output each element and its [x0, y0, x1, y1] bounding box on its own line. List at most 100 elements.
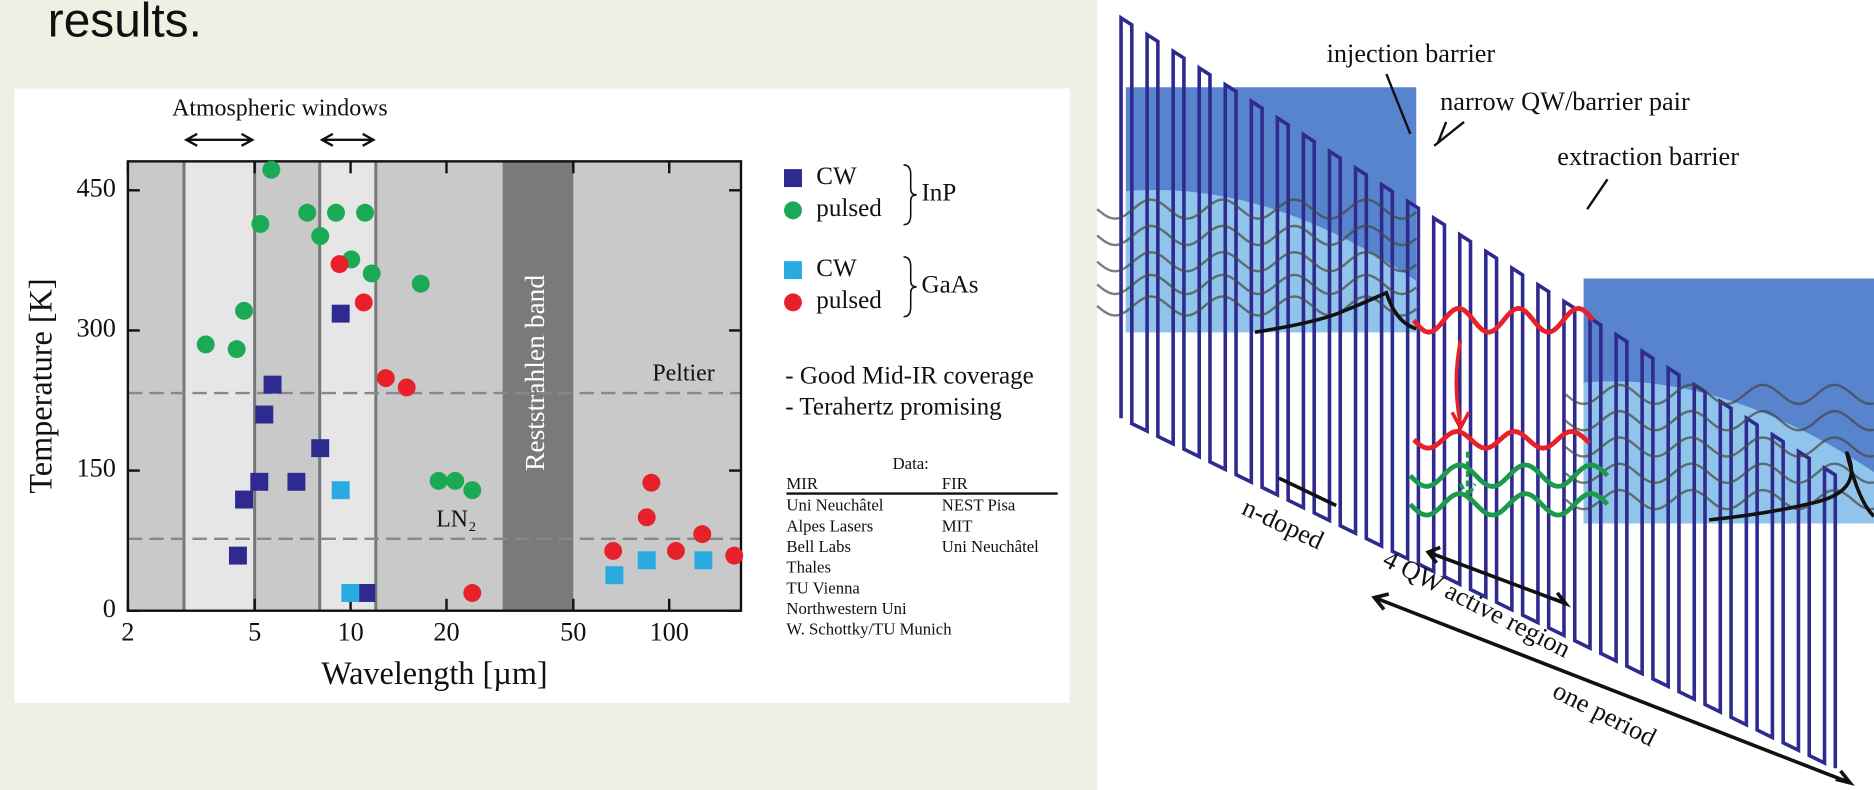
legend-group: GaAs	[921, 272, 978, 299]
miniband-light	[1583, 381, 1874, 524]
point	[330, 255, 349, 274]
diagram-label: narrow QW/barrier pair	[1440, 87, 1690, 116]
point	[251, 214, 270, 233]
point	[397, 378, 416, 397]
point	[255, 405, 274, 424]
period-arrow	[1371, 592, 1855, 786]
legend-brace	[903, 164, 917, 226]
window-arrow	[319, 132, 376, 147]
table-cell: Thales	[786, 558, 831, 577]
legend-group: InP	[921, 180, 956, 207]
point	[694, 551, 713, 570]
wavefunction	[1564, 462, 1874, 485]
x-axis-label: Wavelength [µm]	[321, 655, 547, 691]
wavefunction	[1564, 436, 1874, 458]
y-axis-label: Temperature [K]	[23, 278, 59, 493]
legend-label: CW	[816, 163, 857, 190]
point	[287, 472, 306, 491]
note: - Good Mid-IR coverage	[785, 362, 1034, 389]
point	[356, 203, 374, 222]
diagram: injection barrier narrow QW/barrier pair e…	[1096, 14, 1874, 786]
wavefunction	[1564, 409, 1874, 432]
n-doped-bar	[1278, 476, 1337, 508]
wavefunction	[1096, 198, 1417, 220]
point	[327, 203, 345, 222]
reference-label: LN₂	[436, 506, 476, 532]
table-cell: TU Vienna	[786, 578, 860, 597]
table-cell: W. Schottky/TU Munich	[786, 620, 952, 639]
window-arrow	[183, 132, 255, 147]
point	[446, 471, 465, 490]
point	[605, 566, 624, 585]
y-tick-label: 0	[103, 594, 116, 623]
x-tick-label: 20	[433, 618, 459, 647]
point	[637, 508, 656, 527]
wavefunction	[1096, 295, 1417, 317]
point	[463, 481, 482, 500]
chart: Atmospheric windows Reststrahlen band LN₂ P…	[23, 95, 1058, 691]
point	[227, 340, 246, 359]
transition-arrow	[1450, 340, 1471, 432]
table-cell: Alpes Lasers	[786, 516, 873, 535]
plot-frame	[126, 160, 743, 612]
reststrahlen-band	[502, 161, 574, 611]
green-state	[1408, 491, 1610, 518]
x-tick-label: 10	[337, 618, 363, 647]
wavefunction	[1564, 488, 1874, 511]
point	[463, 584, 482, 602]
wavefunction	[1096, 273, 1417, 296]
point	[354, 293, 373, 312]
green-state	[1408, 462, 1610, 489]
lower-state	[1412, 429, 1592, 451]
point	[357, 584, 376, 602]
point	[693, 525, 712, 544]
point	[262, 160, 281, 179]
conduction-band	[1119, 14, 1838, 769]
y-tick-label: 150	[77, 454, 116, 483]
wavefunction	[1708, 451, 1874, 522]
point	[331, 304, 350, 323]
table-cell: Bell Labs	[786, 537, 851, 556]
point	[311, 227, 330, 246]
point	[376, 369, 395, 388]
wavefunction	[1096, 250, 1417, 273]
table-cell: NEST Pisa	[942, 496, 1016, 515]
wavefunction	[1096, 224, 1417, 247]
window-band	[183, 161, 255, 611]
point	[228, 546, 247, 565]
note: - Terahertz promising	[785, 394, 1002, 421]
upper-state	[1412, 305, 1595, 335]
point	[642, 473, 661, 492]
point	[311, 439, 330, 458]
diagram-label: injection barrier	[1327, 39, 1496, 68]
legend-marker	[784, 201, 802, 220]
point	[196, 335, 215, 354]
point	[637, 551, 656, 570]
windows-label: Atmospheric windows	[172, 95, 388, 121]
relax-arrow	[1458, 451, 1477, 501]
legend-marker	[784, 293, 802, 312]
legend-label: CW	[816, 255, 857, 282]
table-cell: Uni Neuchâtel	[942, 537, 1039, 556]
point	[604, 541, 623, 560]
table-cell: MIT	[942, 516, 973, 535]
x-tick-label: 5	[248, 618, 261, 647]
wavefunction	[1254, 290, 1417, 335]
legend-brace	[903, 256, 917, 318]
point	[235, 490, 253, 509]
band-label: Reststrahlen band	[520, 275, 550, 471]
table-cell: Uni Neuchâtel	[786, 496, 883, 515]
label-pointer	[1385, 73, 1609, 210]
point	[235, 301, 253, 320]
point	[341, 584, 360, 602]
table-title: Data:	[893, 454, 929, 473]
x-tick-label: 100	[649, 618, 688, 647]
point	[331, 481, 350, 500]
table-header: MIR	[786, 474, 818, 493]
legend-marker	[784, 169, 802, 188]
legend-label: pulsed	[816, 287, 882, 314]
x-tick-label: 2	[121, 618, 134, 647]
slide-title: results.	[48, 0, 202, 48]
point	[429, 471, 448, 490]
